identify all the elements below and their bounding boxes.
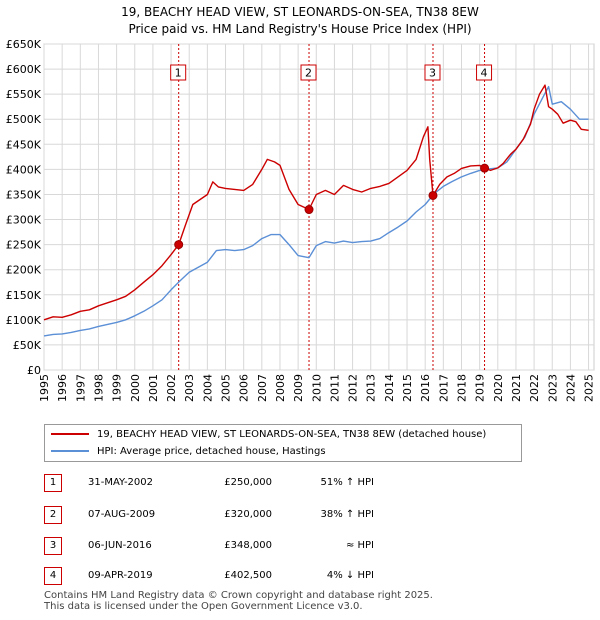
legend-label-property: 19, BEACHY HEAD VIEW, ST LEONARDS-ON-SEA…	[97, 429, 487, 440]
y-axis-ticks: £0 £50K £100K £150K £200K £250K £300K £350K £400…	[6, 38, 42, 377]
x-tick-label: 2024	[564, 374, 577, 402]
x-tick-label: 2000	[129, 374, 142, 402]
x-tick-label: 2004	[201, 374, 214, 402]
x-tick-label: 2008	[274, 374, 287, 402]
sale-point-marker	[428, 190, 438, 200]
x-tick-label: 2011	[328, 374, 341, 402]
footer-attribution: Contains HM Land Registry data © Crown c…	[44, 590, 433, 612]
x-tick-label: 2014	[383, 374, 396, 402]
y-tick-label: £50K	[13, 339, 42, 352]
plot-area	[43, 43, 595, 371]
sale-vertical-lines: 1 2 3 4	[170, 44, 493, 370]
sale-hpi-change: 51% ↑ HPI	[320, 477, 374, 488]
x-tick-label: 1997	[74, 374, 87, 402]
y-tick-label: £300K	[6, 214, 42, 227]
legend-item-hpi: HPI: Average price, detached house, Hast…	[51, 444, 326, 460]
sale-price: £402,500	[224, 570, 272, 581]
y-tick-label: £450K	[6, 138, 42, 151]
sale-price: £348,000	[224, 540, 272, 551]
sale-label-box	[476, 64, 493, 81]
sale-label-box	[300, 64, 317, 81]
sale-label-number: 2	[305, 67, 312, 80]
sale-label-number: 3	[429, 67, 436, 80]
y-tick-label: £600K	[6, 63, 42, 76]
sale-row: 4 09-APR-2019 £402,500 4% ↓ HPI	[44, 567, 564, 585]
sale-price: £320,000	[224, 509, 272, 520]
y-tick-label: £0	[27, 364, 41, 377]
x-tick-label: 2010	[310, 374, 323, 402]
x-tick-label: 2005	[220, 374, 233, 402]
sale-hpi-change: 38% ↑ HPI	[320, 509, 374, 520]
sale-number-badge: 1	[44, 474, 62, 492]
y-tick-label: £100K	[6, 314, 42, 327]
legend: 19, BEACHY HEAD VIEW, ST LEONARDS-ON-SEA…	[44, 424, 522, 462]
x-tick-label: 1996	[56, 374, 69, 402]
y-tick-label: £350K	[6, 188, 42, 201]
sale-point-marker	[304, 205, 314, 215]
grid-lines	[43, 43, 594, 371]
legend-item-property: 19, BEACHY HEAD VIEW, ST LEONARDS-ON-SEA…	[51, 427, 486, 443]
x-tick-label: 2006	[238, 374, 251, 402]
sale-date: 31-MAY-2002	[88, 477, 154, 488]
x-tick-label: 2003	[183, 374, 196, 402]
chart-subtitle: Price paid vs. HM Land Registry's House …	[128, 22, 471, 36]
sale-price: £250,000	[224, 477, 272, 488]
x-tick-label: 2001	[147, 374, 160, 402]
sale-hpi-change: ≈ HPI	[345, 540, 374, 551]
y-tick-label: £200K	[6, 264, 42, 277]
sale-row: 1 31-MAY-2002 £250,000 51% ↑ HPI	[44, 474, 564, 492]
x-tick-label: 1995	[38, 374, 51, 402]
x-tick-label: 2018	[455, 374, 468, 402]
x-tick-label: 2002	[165, 374, 178, 402]
sale-number-badge: 2	[44, 506, 62, 524]
x-tick-label: 2015	[401, 374, 414, 402]
x-axis-ticks: 1995 1996 1997 1998 1999 2000 2001 2002 2003 2004…	[38, 374, 596, 402]
sale-label-number: 1	[175, 67, 182, 80]
x-tick-label: 2021	[510, 374, 523, 402]
x-tick-label: 2013	[365, 374, 378, 402]
sale-point-marker	[480, 163, 490, 173]
sale-number-badge: 4	[44, 567, 62, 585]
x-tick-label: 2022	[528, 374, 541, 402]
x-tick-label: 2007	[256, 374, 269, 402]
sale-markers	[174, 163, 490, 250]
y-tick-label: £550K	[6, 88, 42, 101]
price-chart: 19, BEACHY HEAD VIEW, ST LEONARDS-ON-SEA…	[6, 5, 596, 402]
chart-title: 19, BEACHY HEAD VIEW, ST LEONARDS-ON-SEA…	[121, 5, 479, 19]
footer-line-copyright: Contains HM Land Registry data © Crown c…	[44, 590, 433, 601]
y-tick-label: £250K	[6, 239, 42, 252]
x-tick-label: 2016	[419, 374, 432, 402]
sale-label-box	[170, 64, 187, 81]
sale-date: 07-AUG-2009	[88, 509, 156, 520]
x-tick-label: 2023	[546, 374, 559, 402]
x-tick-label: 1999	[111, 374, 124, 402]
y-tick-label: £500K	[6, 113, 42, 126]
legend-label-hpi: HPI: Average price, detached house, Hast…	[97, 446, 326, 457]
x-tick-label: 2017	[437, 374, 450, 402]
y-tick-label: £150K	[6, 289, 42, 302]
sale-label-box	[424, 64, 441, 81]
sale-row: 2 07-AUG-2009 £320,000 38% ↑ HPI	[44, 506, 564, 524]
property-price-line	[43, 84, 589, 321]
y-tick-label: £650K	[6, 38, 42, 51]
series-lines	[43, 84, 589, 337]
sale-date: 09-APR-2019	[88, 570, 153, 581]
hpi-line	[43, 85, 589, 337]
x-tick-label: 2012	[347, 374, 360, 402]
sale-date: 06-JUN-2016	[88, 540, 152, 551]
sale-row: 3 06-JUN-2016 £348,000 ≈ HPI	[44, 537, 564, 555]
x-tick-label: 2025	[583, 374, 596, 402]
footer-line-licence: This data is licensed under the Open Gov…	[44, 601, 363, 612]
sale-label-number: 4	[481, 67, 488, 80]
sale-number-badge: 3	[44, 537, 62, 555]
legend-swatch-hpi	[51, 450, 89, 452]
y-tick-label: £400K	[6, 163, 42, 176]
x-tick-label: 2020	[492, 374, 505, 402]
x-tick-label: 2019	[474, 374, 487, 402]
sale-point-marker	[174, 240, 184, 250]
x-tick-label: 1998	[92, 374, 105, 402]
sale-hpi-change: 4% ↓ HPI	[326, 570, 374, 581]
x-tick-label: 2009	[292, 374, 305, 402]
legend-swatch-property	[51, 433, 89, 435]
